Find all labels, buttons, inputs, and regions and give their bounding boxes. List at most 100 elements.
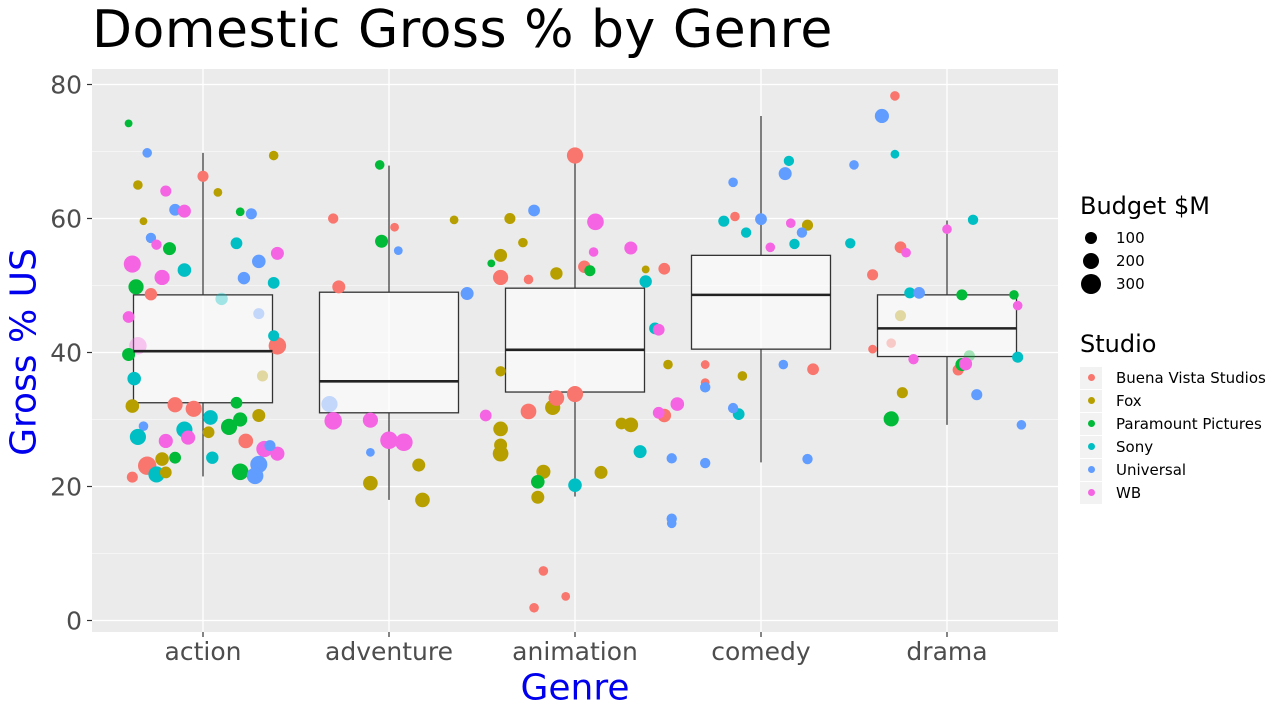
data-point (523, 274, 534, 285)
budget-legend-item: 300 (1080, 272, 1210, 295)
data-point (727, 402, 739, 414)
x-tick-label: action (165, 637, 242, 666)
data-point (324, 412, 342, 430)
boxplots (132, 115, 1018, 500)
data-point (213, 187, 223, 197)
data-point (802, 453, 813, 465)
budget-legend-item: 200 (1080, 249, 1210, 272)
data-point (181, 430, 196, 445)
studio-legend-key (1080, 481, 1102, 504)
data-point (493, 269, 509, 286)
studio-legend-label: Paramount Pictures (1116, 414, 1262, 433)
data-point (393, 246, 403, 256)
data-point (125, 399, 140, 413)
data-point (238, 433, 254, 449)
data-point (531, 490, 545, 504)
data-point (967, 214, 979, 226)
data-point (529, 602, 539, 613)
data-point (801, 219, 814, 231)
data-point (127, 371, 141, 386)
data-point (633, 445, 647, 459)
data-point (122, 311, 135, 323)
data-point (718, 215, 730, 227)
data-point (328, 213, 339, 224)
y-axis-label: Gross % US (3, 248, 45, 456)
data-point (380, 431, 398, 450)
studio-legend-key (1080, 389, 1102, 412)
data-point (362, 412, 378, 428)
data-point (230, 237, 243, 250)
studio-legend-key (1080, 366, 1102, 389)
data-point (663, 359, 673, 370)
data-point (568, 478, 582, 492)
data-point (159, 466, 172, 479)
x-tick-label: comedy (711, 637, 811, 666)
budget-legend-item: 100 (1080, 226, 1210, 249)
data-point (536, 464, 551, 479)
data-point (133, 180, 143, 190)
data-point (959, 357, 973, 371)
data-point (390, 222, 399, 232)
data-point (531, 475, 545, 489)
y-tick-label: 0 (66, 607, 82, 636)
data-point (129, 428, 146, 446)
data-point (268, 337, 287, 355)
data-point (270, 246, 284, 260)
data-point (1016, 420, 1027, 430)
data-point (395, 433, 413, 452)
data-point (374, 160, 385, 170)
data-point (1012, 300, 1023, 311)
data-point (641, 265, 650, 274)
data-point (700, 360, 710, 369)
data-point (202, 426, 215, 439)
data-point (789, 238, 800, 250)
y-tick-label: 60 (50, 205, 82, 234)
data-point (321, 396, 338, 413)
data-point (126, 471, 138, 483)
data-point (874, 108, 889, 124)
data-point (231, 463, 249, 481)
data-point (737, 371, 748, 381)
box-iqr (318, 291, 460, 414)
data-point (185, 400, 202, 417)
data-point (252, 408, 266, 422)
data-point (495, 366, 506, 377)
data-point (942, 224, 952, 235)
data-point (670, 397, 685, 411)
studio-legend-key (1080, 435, 1102, 458)
data-point (460, 287, 474, 301)
data-point (163, 242, 177, 256)
data-point (479, 409, 492, 422)
box-iqr (504, 287, 646, 393)
data-point (700, 382, 711, 393)
data-point (1012, 351, 1024, 363)
data-point (494, 248, 508, 262)
x-axis-label: Genre (520, 667, 630, 709)
x-tick-label: adventure (325, 637, 453, 666)
data-point (908, 354, 919, 365)
data-point (755, 213, 767, 226)
studio-legend-title: Studio (1080, 330, 1157, 358)
data-point (264, 440, 276, 452)
data-point (658, 262, 671, 275)
data-point (256, 370, 269, 382)
studio-legend-key (1080, 412, 1102, 435)
data-points (122, 91, 1027, 613)
y-tick-label: 80 (50, 71, 82, 100)
studio-legend-label: Universal (1116, 460, 1187, 479)
data-point (230, 396, 243, 409)
studio-legend-key (1080, 458, 1102, 481)
data-point (587, 213, 604, 231)
data-point (504, 212, 516, 225)
data-point (913, 286, 925, 299)
data-point (169, 203, 181, 216)
data-point (160, 185, 172, 197)
data-point (332, 280, 346, 294)
data-point (666, 453, 677, 464)
studio-legend-item: Buena Vista Studios (1080, 366, 1266, 389)
data-point (412, 458, 426, 472)
data-point (246, 467, 264, 485)
box-iqr (876, 294, 1018, 358)
data-point (487, 259, 496, 268)
data-point (890, 149, 900, 159)
